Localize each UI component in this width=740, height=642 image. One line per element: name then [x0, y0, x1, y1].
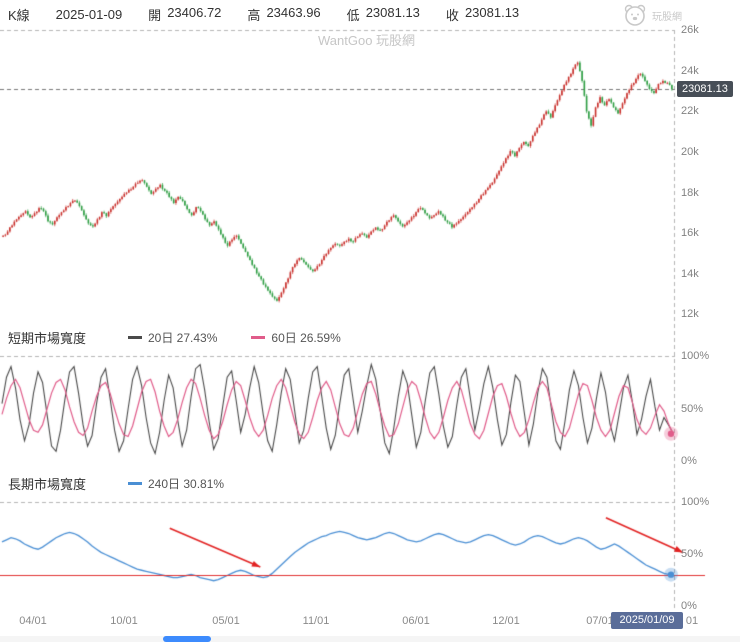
scrollbar-track[interactable]	[0, 636, 740, 642]
y-axis-tick: 12k	[681, 308, 699, 320]
x-axis-tick: 06/01	[402, 615, 430, 627]
legend-item-20d[interactable]: 20日 27.43%	[128, 329, 217, 346]
x-axis-tick: 11/01	[302, 615, 330, 627]
open-value: 23406.72	[167, 5, 222, 20]
section-title-short-breadth: 短期市場寬度	[8, 331, 87, 346]
y-axis-tick: 22k	[681, 105, 699, 117]
section-title-long-breadth: 長期市場寬度	[8, 477, 87, 492]
y-axis-tick: 24k	[681, 65, 699, 77]
y-axis-tick: 0%	[681, 600, 697, 612]
wantgoo-logo[interactable]: 玩股網	[622, 2, 682, 28]
legend-dash-icon	[251, 336, 266, 339]
bear-icon	[624, 4, 646, 26]
x-axis-tick: 07/01	[586, 615, 614, 627]
legend-item-240d[interactable]: 240日 30.81%	[128, 475, 224, 492]
low-value: 23081.13	[365, 5, 420, 20]
logo-text: 玩股網	[652, 11, 682, 23]
legend-short-breadth: 20日 27.43% 60日 26.59%	[128, 329, 341, 346]
y-axis-tick: 20k	[681, 146, 699, 158]
x-axis-tick: 10/01	[110, 615, 138, 627]
legend-long-breadth: 240日 30.81%	[128, 475, 224, 492]
legend-dash-icon	[128, 482, 142, 485]
close-pair: 收 23081.13	[446, 5, 519, 24]
y-axis-tick: 50%	[681, 403, 704, 415]
legend-label: 20日 27.43%	[148, 331, 218, 345]
y-axis-tick: 100%	[681, 496, 710, 508]
x-axis-tick: 05/01	[212, 615, 240, 627]
scrollbar-thumb[interactable]	[163, 636, 211, 642]
current-date: 2025-01-09	[55, 7, 123, 22]
y-axis-tick: 100%	[681, 350, 710, 362]
ohlc-header: K線 2025-01-09 開 23406.72 高 23463.96 低 23…	[8, 5, 519, 24]
y-axis-tick: 0%	[681, 455, 697, 467]
high-label: 高	[247, 8, 261, 23]
watermark: WantGoo 玩股網	[318, 33, 416, 48]
y-axis-tick: 16k	[681, 227, 699, 239]
x-axis-tick: 04/01	[19, 615, 47, 627]
open-pair: 開 23406.72	[148, 5, 221, 24]
last-price-badge: 23081.13	[677, 81, 733, 97]
low-label: 低	[346, 8, 360, 23]
high-value: 23463.96	[266, 5, 321, 20]
x-axis-tick: 12/01	[492, 615, 520, 627]
legend-dash-icon	[128, 336, 142, 339]
legend-item-60d[interactable]: 60日 26.59%	[251, 329, 341, 346]
y-axis-tick: 26k	[681, 24, 699, 36]
low-pair: 低 23081.13	[347, 5, 420, 24]
close-value: 23081.13	[464, 5, 520, 20]
high-pair: 高 23463.96	[247, 5, 320, 24]
selected-date-badge: 2025/01/09	[611, 612, 683, 629]
y-axis-tick: 14k	[681, 268, 699, 280]
kline-label: K線	[8, 8, 30, 23]
y-axis-tick: 50%	[681, 548, 704, 560]
legend-label: 240日 30.81%	[148, 477, 225, 491]
legend-label: 60日 26.59%	[271, 331, 341, 345]
close-label: 收	[445, 8, 459, 23]
x-axis-tick: 01	[685, 615, 699, 627]
y-axis-tick: 18k	[681, 187, 699, 199]
open-label: 開	[148, 8, 162, 23]
